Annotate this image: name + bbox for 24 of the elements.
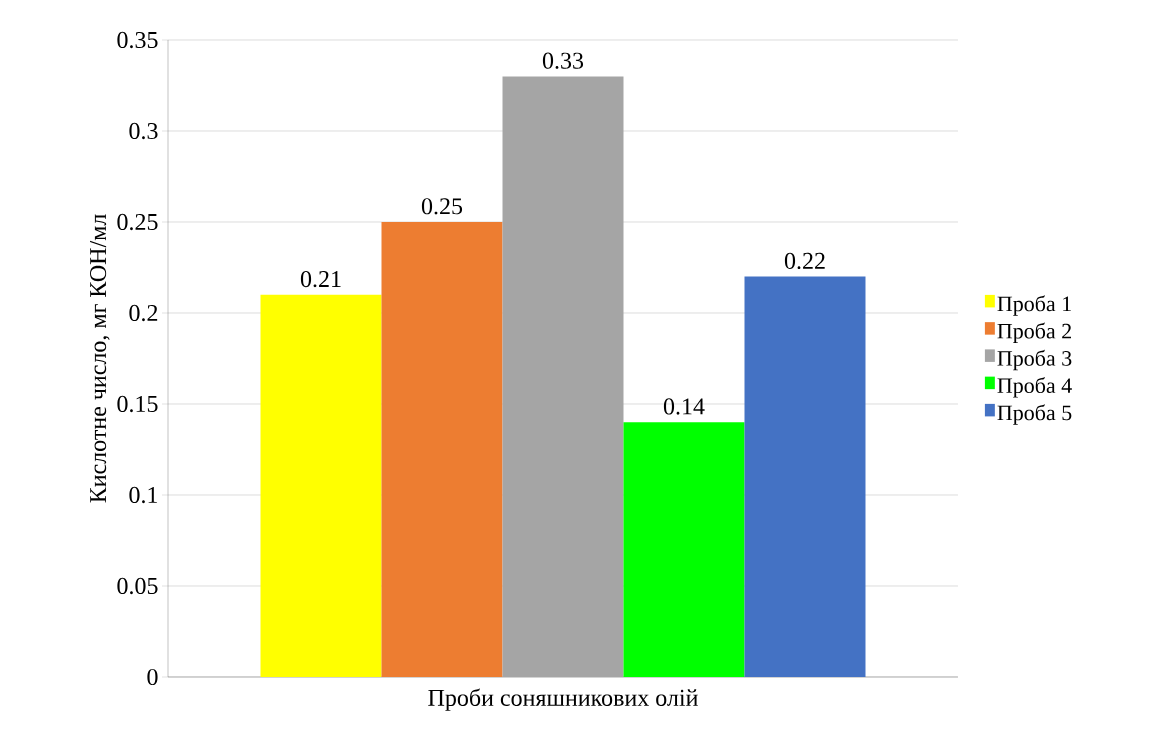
- bar: [381, 221, 503, 677]
- y-tick-label: 0.25: [117, 213, 158, 231]
- y-tick-label: 0.2: [129, 304, 158, 322]
- legend-label: Проба 2: [997, 322, 1071, 344]
- x-axis-title: Проби соняшникових олій: [428, 688, 698, 711]
- bar: [623, 422, 745, 677]
- y-tick-label: 0.05: [117, 577, 158, 595]
- data-label: 0.33: [542, 52, 584, 69]
- legend-label: Проба 3: [997, 349, 1072, 371]
- legend-label: Проба 5: [997, 404, 1072, 425]
- y-tick-label: 0: [147, 668, 158, 686]
- data-label: 0.25: [421, 198, 463, 215]
- legend-label: Проба 1: [997, 295, 1071, 316]
- y-tick-label: 0.15: [117, 395, 158, 413]
- y-axis-title: Кислотне число, мг КОН/мл: [90, 214, 110, 503]
- bar: [260, 294, 382, 677]
- y-tick-label: 0.35: [117, 31, 158, 49]
- data-label: 0.14: [663, 398, 705, 415]
- y-tick-label: 0.1: [129, 486, 158, 504]
- data-label: 0.21: [300, 270, 341, 288]
- data-label: 0.22: [784, 252, 825, 270]
- y-tick-label: 0.3: [129, 122, 158, 140]
- legend-label: Проба 4: [997, 377, 1072, 398]
- bar: [744, 276, 866, 677]
